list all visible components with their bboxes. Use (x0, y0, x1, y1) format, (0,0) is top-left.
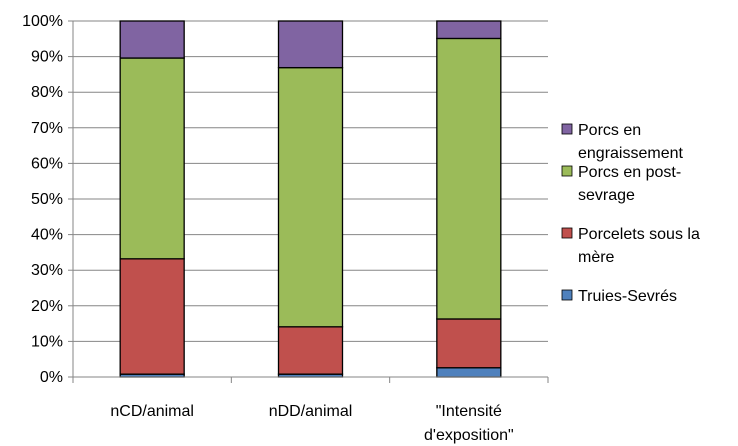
bar-segment (119, 57, 185, 260)
y-tick-label: 70% (31, 120, 63, 137)
legend-label: Truies-Sevrés (578, 288, 677, 305)
y-tick-label: 80% (31, 84, 63, 101)
x-category-label: nDD/animal (269, 403, 353, 420)
y-tick-label: 30% (31, 262, 63, 279)
y-tick-label: 100% (22, 13, 63, 30)
bar-segment (436, 20, 502, 40)
y-tick-label: 40% (31, 227, 63, 244)
bar-segment (436, 318, 502, 369)
x-category-label: "Intensité (436, 403, 502, 420)
y-axis-tick-labels: 0% 10% 20% 30% 40% 50% 60% 70% 80% 90% 100% (22, 13, 63, 386)
legend: Porcs en engraissement Porcs en post-sevra… (561, 122, 700, 305)
legend-swatch (561, 289, 573, 301)
y-tick-label: 60% (31, 155, 63, 172)
bar-segment (277, 20, 344, 69)
y-tick-label: 90% (31, 49, 63, 66)
bar-segment (277, 66, 344, 328)
x-category-label: nCD/animal (110, 403, 194, 420)
bar-segment (119, 258, 185, 375)
y-tick-label: 10% (31, 333, 63, 350)
axes (68, 20, 549, 383)
y-tick-label: 50% (31, 191, 63, 208)
legend-swatch (561, 227, 573, 239)
y-tick-label: 0% (40, 369, 63, 386)
bar-segment (119, 20, 185, 59)
legend-label: sevrage (578, 187, 635, 204)
y-tick-label: 20% (31, 298, 63, 315)
bars (119, 20, 502, 378)
legend-label: engraissement (578, 145, 684, 162)
bar-segment (436, 37, 502, 320)
legend-swatch (561, 165, 573, 177)
legend-label: mère (578, 249, 615, 266)
x-axis-category-labels: nCD/animal nDD/animal "Intensité d'expositi… (110, 403, 513, 444)
legend-label: Porcelets sous la (578, 226, 700, 243)
x-category-label: d'exposition" (424, 427, 514, 444)
bar-segment (436, 367, 502, 378)
bar-segment (277, 326, 344, 375)
legend-label: Porcs en (578, 122, 641, 139)
legend-label: Porcs en post- (578, 164, 681, 181)
legend-swatch (561, 123, 573, 135)
